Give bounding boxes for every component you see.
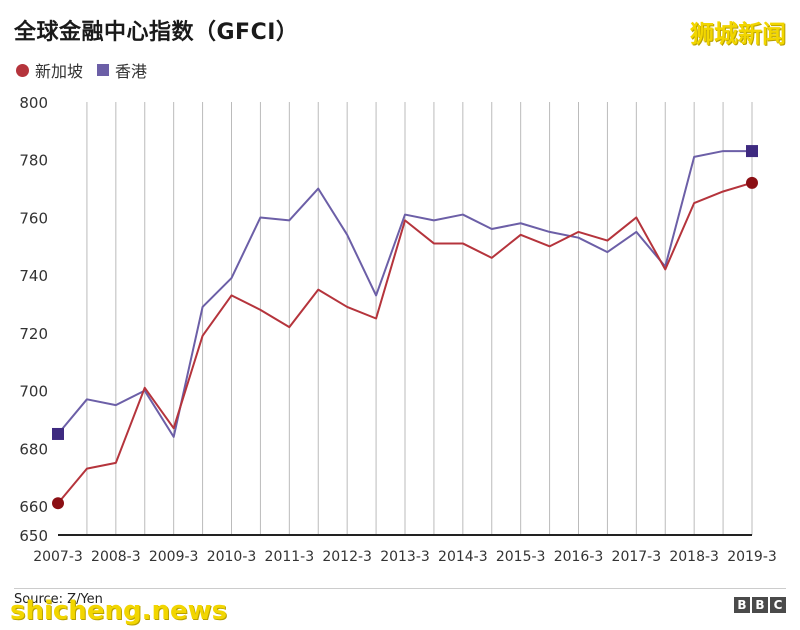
- x-tick-label: 2014-3: [438, 549, 488, 565]
- series-line-hongkong: [57, 150, 752, 438]
- y-tick-label: 650: [19, 527, 48, 545]
- bbc-letter: C: [770, 597, 786, 613]
- y-tick-label: 700: [19, 383, 48, 401]
- bbc-logo: B B C: [734, 597, 786, 613]
- x-tick-label: 2017-3: [612, 549, 662, 565]
- watermark-site-text: shicheng.news: [10, 596, 228, 626]
- marker-singapore: [746, 176, 758, 189]
- y-tick-label: 800: [19, 94, 48, 112]
- legend-item-hongkong: 香港: [97, 58, 147, 82]
- legend-item-singapore: 新加坡: [16, 58, 83, 82]
- x-tick-label: 2019-3: [727, 549, 777, 565]
- line-chart: 650 660 680 700 720 740 760 780 800 2007-3 2008-3 2…: [19, 94, 777, 565]
- source-note: Source: Z/Yen: [14, 592, 103, 607]
- watermark-logo-text: 狮城新闻: [690, 20, 786, 48]
- marker-hongkong: [746, 145, 758, 158]
- y-tick-label: 780: [19, 152, 48, 170]
- x-tick-label: 2015-3: [496, 549, 546, 565]
- marker-hongkong: [52, 427, 64, 440]
- y-tick-label: 760: [19, 209, 48, 227]
- marker-singapore: [52, 497, 64, 510]
- x-tick-label: 2013-3: [380, 549, 430, 565]
- x-tick-label: 2012-3: [322, 549, 372, 565]
- legend-label-hongkong: 香港: [115, 62, 148, 81]
- bbc-letter: B: [734, 597, 750, 613]
- y-tick-label: 720: [19, 325, 48, 343]
- x-tick-label: 2009-3: [149, 549, 199, 565]
- series-line-singapore: [57, 181, 753, 504]
- footer-divider: [14, 588, 786, 589]
- legend: 新加坡 香港: [16, 58, 147, 82]
- x-tick-label: 2008-3: [91, 549, 141, 565]
- chart-title: 全球金融中心指数（GFCI）: [14, 20, 299, 45]
- x-tick-label: 2007-3: [33, 549, 83, 565]
- x-tick-label: 2016-3: [554, 549, 604, 565]
- y-tick-label: 680: [19, 440, 48, 458]
- x-tick-label: 2010-3: [207, 549, 257, 565]
- x-tick-label: 2011-3: [265, 549, 315, 565]
- legend-label-singapore: 新加坡: [35, 62, 84, 81]
- y-tick-label: 740: [19, 267, 48, 285]
- x-tick-label: 2018-3: [669, 549, 719, 565]
- y-tick-label: 660: [19, 498, 48, 516]
- legend-swatch-hongkong: [97, 64, 110, 76]
- legend-swatch-singapore: [16, 63, 29, 77]
- bbc-letter: B: [752, 597, 768, 613]
